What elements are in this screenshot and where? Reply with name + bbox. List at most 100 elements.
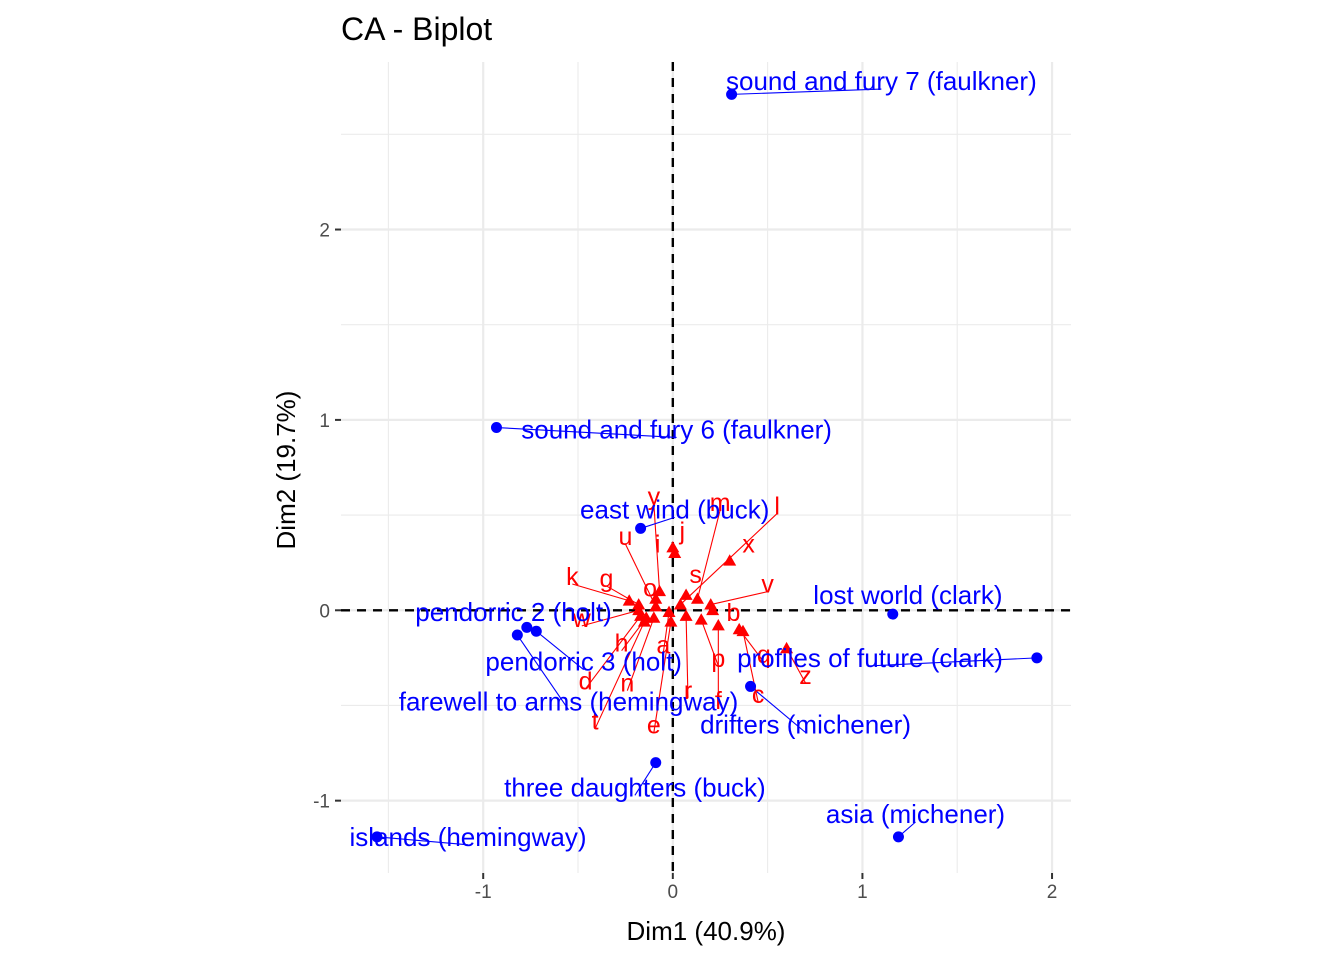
column-point-label: z [799,662,812,690]
row-point-label: islands (hemingway) [350,822,587,852]
column-point-label: m [710,489,731,517]
column-label-segment [585,615,642,690]
row-point-label: farewell to arms (hemingway) [399,687,739,717]
row-label-segment [750,686,806,733]
row-point [892,831,904,843]
row-point-label: east wind (buck) [580,494,769,524]
row-label-segment [731,88,882,95]
row-point-label: three daughters (buck) [504,772,766,802]
column-label-segment [696,509,721,599]
column-label-segment [685,615,689,699]
row-label-segment [496,426,677,438]
x-tick-label: 0 [668,882,679,903]
column-label-segment [572,583,630,602]
y-tick-label: 1 [319,411,330,432]
column-point [662,605,676,618]
column-point [706,603,720,616]
column-point [780,641,794,654]
y-tick-label: -1 [313,792,330,813]
row-point [745,680,757,692]
column-point-label: a [656,632,670,660]
row-point-label: asia (michener) [826,799,1005,829]
x-tick-label: 2 [1047,882,1058,903]
column-label-segment [624,543,657,607]
column-point [673,598,687,610]
column-point [622,594,636,606]
column-label-segment [581,609,639,627]
column-label-segment [700,619,719,667]
row-point [1031,652,1043,664]
column-point [664,615,678,627]
column-point [694,613,708,625]
row-point [887,608,899,620]
row-point-label: sound and fury 6 (faulkner) [521,414,832,444]
row-point-label: sound and fury 7 (faulkner) [726,66,1037,96]
x-axis-title: Dim1 (40.9%) [627,916,786,946]
column-point-label: y [648,483,661,511]
row-point [490,422,502,434]
column-point [649,592,663,604]
row-point [521,621,533,633]
column-point-label: q [757,641,771,669]
column-point-label: n [620,670,634,698]
row-point-label: profiles of future (clark) [737,643,1003,673]
row-point-label: lost world (clark) [813,580,1002,610]
row-points: sound and fury 7 (faulkner) sound and fur… [350,66,1043,852]
column-point [637,615,651,627]
column-point [679,609,693,621]
column-point-label: l [774,493,780,521]
row-label-segment [869,657,1037,667]
column-point [736,624,750,637]
row-point-label: drifters (michener) [700,710,911,740]
row-label-segment [516,634,569,710]
row-point [530,625,542,637]
row-label-segment [640,516,675,529]
column-point-label: w [572,605,592,633]
column-point-label: u [618,523,632,551]
y-tick-label: 2 [319,221,330,242]
column-point-label: o [643,574,657,602]
column-point-label: t [592,708,599,736]
column-label-segment [653,504,661,592]
row-point [726,88,738,100]
row-point [635,522,647,534]
column-point [668,546,682,559]
row-label-segment [634,762,657,796]
column-label-segment [653,621,672,733]
x-tick-label: 1 [857,882,868,903]
x-tick-label: -1 [475,882,492,903]
column-label-segment [626,617,655,691]
row-label-segment [535,630,585,671]
column-point-label: p [711,645,725,673]
column-point-label: h [615,630,629,658]
axes: -1 0 1 2 -1 0 1 2 [313,221,1057,903]
column-point [649,599,663,612]
y-axis-title: Dim2 (19.7%) [271,391,301,550]
column-point-label: e [647,712,661,740]
row-point-label: pendorric 3 (holt) [485,647,682,677]
row-label-segment [376,836,469,846]
y-tick-label: 0 [319,601,330,622]
row-point [511,629,523,641]
row-point-label: pendorric 2 (holt) [415,597,612,627]
column-point-label: g [600,565,614,593]
column-point-label: b [727,599,741,627]
column-point [647,611,661,623]
column-point-label: i [655,531,661,559]
column-label-segment [786,648,807,684]
column-point [711,619,725,631]
column-point [690,592,704,604]
column-point-label: x [742,531,755,559]
column-label-segment [710,591,768,606]
column-point [653,584,667,597]
reference-lines [341,62,1071,873]
row-point [371,831,383,843]
column-point-label: k [566,563,579,591]
chart-title: CA - Biplot [341,11,492,47]
row-point [650,757,662,769]
column-point-label: d [579,668,593,696]
column-point-label: j [679,517,686,545]
column-label-segment [594,621,645,729]
